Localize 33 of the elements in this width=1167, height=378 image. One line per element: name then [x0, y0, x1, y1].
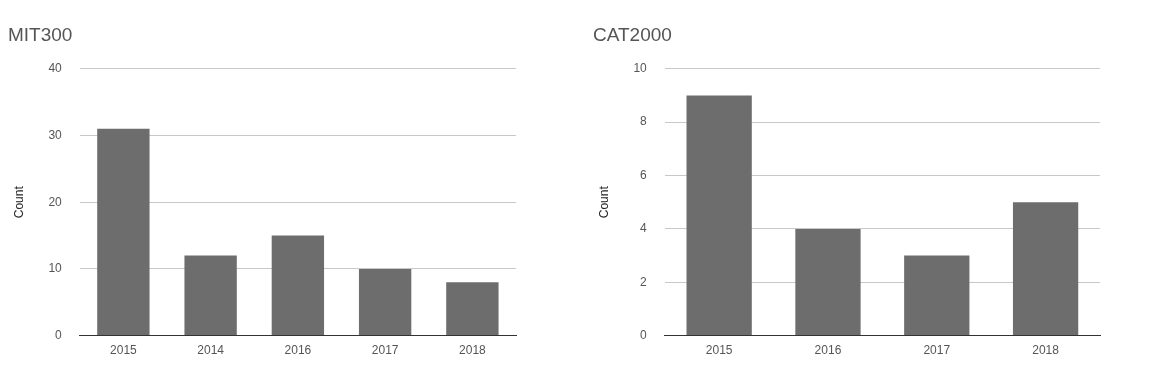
y-axis-title: Count: [11, 185, 26, 219]
chart-title: CAT2000: [593, 23, 672, 45]
x-tick-label: 2017: [923, 343, 951, 358]
y-axis-title: Count: [596, 185, 611, 219]
bar: [358, 268, 412, 336]
y-tick-label: 4: [640, 221, 648, 236]
y-tick-label: 20: [48, 194, 63, 209]
x-tick-label: 2015: [110, 343, 138, 358]
y-tick-label: 2: [640, 274, 648, 289]
bar: [795, 228, 861, 336]
x-tick-label: 2017: [371, 343, 399, 358]
y-tick-label: 10: [48, 261, 63, 276]
y-tick-label: 6: [640, 167, 648, 182]
x-tick-label: 2015: [705, 343, 733, 358]
bar: [686, 95, 752, 336]
x-tick-label: 2014: [197, 343, 225, 358]
bar: [184, 255, 237, 336]
y-tick-label: 10: [633, 61, 648, 76]
bar: [446, 282, 499, 336]
y-tick-label: 0: [55, 327, 63, 342]
bar: [1012, 202, 1079, 336]
y-tick-label: 0: [640, 327, 648, 342]
x-tick-label: 2018: [1032, 343, 1060, 358]
y-tick-label: 30: [48, 127, 63, 142]
x-tick-label: 2016: [814, 343, 842, 358]
chart-title: MIT300: [8, 23, 73, 45]
x-tick-label: 2016: [284, 343, 312, 358]
bar: [271, 235, 325, 336]
y-tick-label: 40: [48, 61, 63, 76]
y-tick-label: 8: [640, 114, 648, 129]
x-tick-label: 2018: [459, 343, 487, 358]
bar: [904, 255, 970, 336]
bar: [97, 128, 150, 336]
